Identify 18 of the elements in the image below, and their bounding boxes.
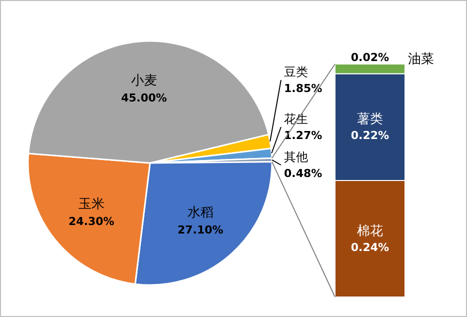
data-label: 1.85% xyxy=(284,82,322,95)
data-label: 1.27% xyxy=(284,129,322,142)
slice-label: 其他 xyxy=(284,150,308,164)
slice-label: 小麦 xyxy=(131,74,158,89)
data-label: 45.00% xyxy=(121,92,167,105)
series-label: 油菜 xyxy=(408,52,434,67)
data-label: 0.22% xyxy=(350,129,390,142)
slice-label: 玉米 xyxy=(78,196,104,212)
data-label: 24.30% xyxy=(68,214,114,228)
data-label: 27.10% xyxy=(177,223,224,236)
slice-label: 水稻 xyxy=(187,205,214,220)
series-label: 薯类 xyxy=(357,112,383,128)
series-label: 棉花 xyxy=(357,224,383,239)
data-label: 0.02% xyxy=(350,51,390,64)
data-label: 0.48% xyxy=(284,167,322,180)
data-label: 0.24% xyxy=(350,240,390,254)
slice-label: 花生 xyxy=(284,112,308,126)
slice-label: 豆类 xyxy=(284,65,308,79)
